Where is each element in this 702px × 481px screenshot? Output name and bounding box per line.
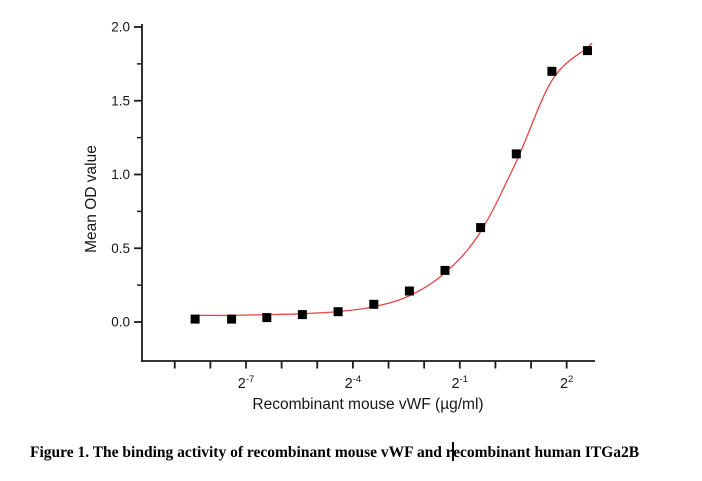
data-point [476,223,486,233]
data-point [369,299,379,309]
data-point [583,46,592,56]
y-tick-label: 0.5 [111,241,130,256]
caption-text-before-cursor: Figure 1. The binding activity of recomb… [30,444,453,461]
x-tick-label: 2-1 [452,374,469,392]
x-axis-title: Recombinant mouse vWF (µg/ml) [252,396,483,413]
text-cursor [452,442,454,461]
x-tick-label: 2-7 [238,374,255,392]
data-point [227,314,237,324]
x-tick-label: 2-4 [345,374,362,392]
fit-curve-line [196,42,593,317]
binding-curve-chart: Mean OD value Recombinant mouse vWF (µg/… [83,20,595,413]
figure-caption: Figure 1. The binding activity of recomb… [30,442,639,463]
caption-text-after-cursor: ecombinant human ITGa2B [453,444,640,461]
data-point [297,310,307,320]
data-point [440,265,450,275]
x-tick-label: 22 [560,374,573,392]
data-point [262,313,272,323]
data-point [511,149,521,159]
data-point [404,286,414,296]
y-tick-label: 1.0 [111,167,130,182]
y-axis-title: Mean OD value [83,145,100,253]
y-tick-label: 0.0 [111,315,130,330]
data-point [547,66,557,76]
data-point [190,314,200,324]
data-point [333,307,343,317]
y-tick-label: 2.0 [111,20,130,35]
y-tick-label: 1.5 [111,93,130,108]
